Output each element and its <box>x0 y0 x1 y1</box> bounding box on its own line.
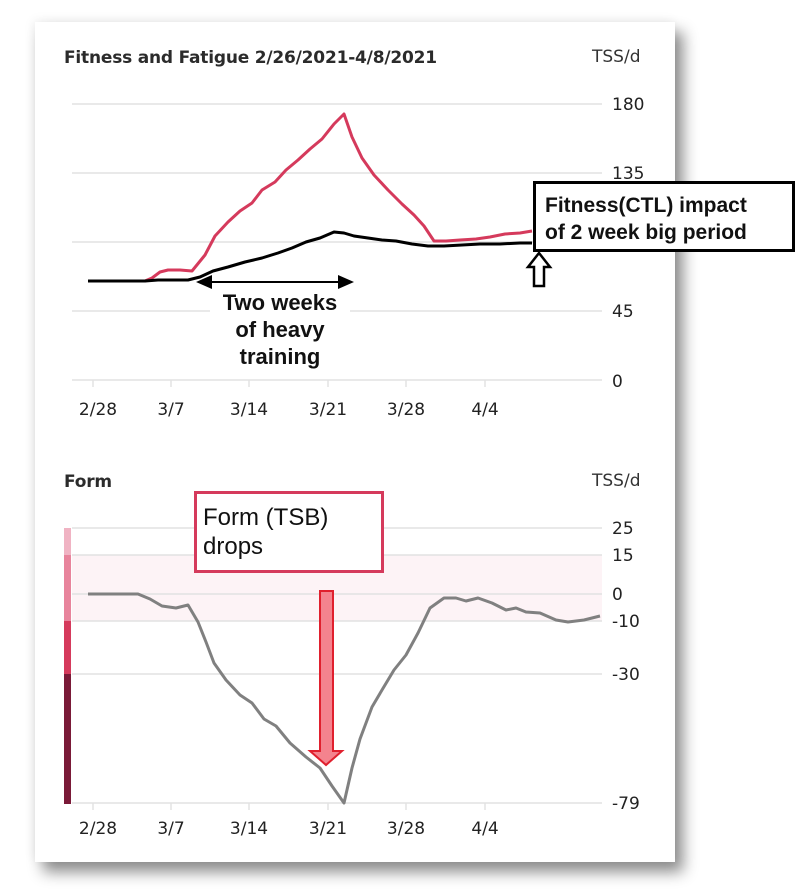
form-line <box>88 592 601 805</box>
y-label-180: 180 <box>612 95 644 115</box>
top-chart-xlabels: 2/28 3/7 3/14 3/21 3/28 4/4 <box>79 400 499 420</box>
two-weeks-annotation: Two weeks of heavy training <box>210 289 350 370</box>
y-label-25: 25 <box>612 519 634 539</box>
tsb-annotation-line2: drops <box>203 533 264 560</box>
top-chart-ylabels: 180 135 45 0 <box>612 95 644 392</box>
ctl-annotation-line1: Fitness(CTL) impact <box>545 194 747 217</box>
x-label-3-21: 3/21 <box>309 819 347 839</box>
y-label-neg79: -79 <box>612 794 640 814</box>
fitness-fatigue-title: Fitness and Fatigue 2/26/2021-4/8/2021 <box>64 48 437 68</box>
y-label-45: 45 <box>612 302 634 322</box>
x-label-4-4: 4/4 <box>471 819 498 839</box>
form-title: Form <box>64 472 112 492</box>
form-zone-bar <box>64 528 71 804</box>
y-label-0: 0 <box>612 585 623 605</box>
form-chart-xticks <box>92 803 486 810</box>
ctl-annotation-line2: of 2 week big period <box>545 221 747 244</box>
two-weeks-line3: training <box>239 344 321 369</box>
ctl-up-arrow-icon <box>525 250 553 288</box>
two-weeks-arrow <box>196 275 354 289</box>
form-chart-ylabels: 25 15 0 -10 -30 -79 <box>612 519 640 814</box>
x-label-3-7: 3/7 <box>157 400 184 420</box>
y-label-15: 15 <box>612 546 634 566</box>
x-label-3-14: 3/14 <box>230 819 268 839</box>
tsb-annotation-line1: Form (TSB) <box>203 504 329 531</box>
tsb-drops-annotation: Form (TSB) drops <box>194 491 384 573</box>
form-unit: TSS/d <box>592 471 641 491</box>
x-label-2-28: 2/28 <box>79 819 117 839</box>
x-label-3-28: 3/28 <box>387 400 425 420</box>
ctl-impact-annotation: Fitness(CTL) impact of 2 week big period <box>533 181 795 252</box>
fatigue-line <box>88 112 533 283</box>
y-label-135: 135 <box>612 164 644 184</box>
y-label-neg30: -30 <box>612 665 640 685</box>
x-label-2-28: 2/28 <box>79 400 117 420</box>
two-weeks-line2: of heavy <box>235 317 325 342</box>
top-chart-xticks <box>92 380 486 387</box>
x-label-3-21: 3/21 <box>309 400 347 420</box>
y-label-0: 0 <box>612 372 623 392</box>
x-label-4-4: 4/4 <box>471 400 498 420</box>
x-label-3-14: 3/14 <box>230 400 268 420</box>
x-label-3-7: 3/7 <box>157 819 184 839</box>
x-label-3-28: 3/28 <box>387 819 425 839</box>
y-label-neg10: -10 <box>612 612 640 632</box>
chart-card <box>35 22 675 862</box>
form-chart-xlabels: 2/28 3/7 3/14 3/21 3/28 4/4 <box>79 819 499 839</box>
tsb-down-arrow-icon <box>307 590 345 767</box>
fitness-fatigue-unit: TSS/d <box>592 47 641 67</box>
two-weeks-line1: Two weeks <box>222 290 338 315</box>
fitness-line <box>88 230 532 283</box>
